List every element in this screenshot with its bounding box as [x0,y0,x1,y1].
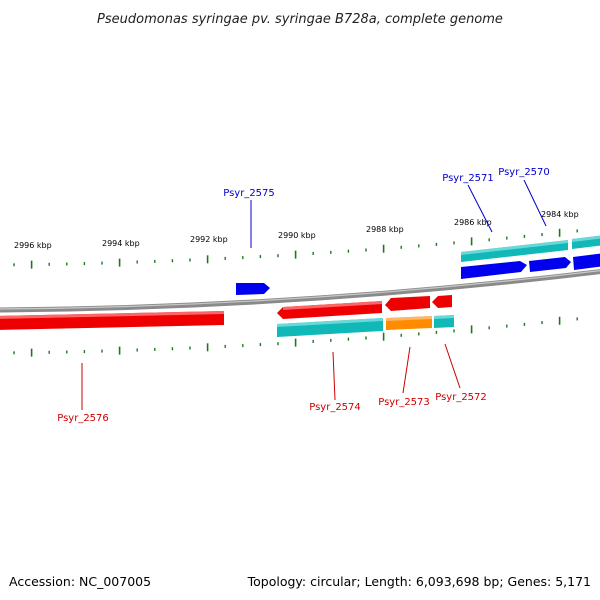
gene-label-psyr-2573[interactable]: Psyr_2573 [378,397,430,408]
gene-psyr-2572[interactable] [434,315,454,328]
tick-label: 2988 kbp [366,225,404,234]
tick-label: 2994 kbp [102,239,140,248]
gene-psyr-2572-arrow[interactable] [432,295,452,308]
gene-psyr-2575[interactable] [236,283,270,295]
label-leader-psyr-2571 [467,184,493,233]
genome-summary-text: Topology: circular; Length: 6,093,698 bp… [247,574,591,589]
gene-psyr-2576[interactable] [0,311,224,330]
gene-label-psyr-2574[interactable]: Psyr_2574 [309,402,361,413]
accession-text: Accession: NC_007005 [9,574,151,589]
map-title: Pseudomonas syringae pv. syringae B728a,… [97,12,503,27]
inner-tick-track [13,316,578,357]
gene-labels: Psyr_2575 Psyr_2571 Psyr_2570 Psyr_2576 … [57,167,550,424]
tick-label: 2986 kbp [454,218,492,227]
gene-label-psyr-2575[interactable]: Psyr_2575 [223,188,275,199]
gene-psyr-2574-cyan[interactable] [277,318,383,337]
gene-label-lines [81,179,547,410]
tick-label: 2990 kbp [278,231,316,240]
forward-genes [236,235,600,295]
label-leader-psyr-2573 [402,346,411,394]
gene-psyr-2571[interactable] [461,235,600,262]
gene-label-psyr-2571[interactable]: Psyr_2571 [442,173,494,184]
label-leader-psyr-2574 [332,351,336,401]
outer-tick-track [13,228,578,269]
gene-label-psyr-2576[interactable]: Psyr_2576 [57,413,109,424]
label-leader-psyr-2572 [444,343,461,389]
tick-label: 2992 kbp [190,235,228,244]
tick-labels: 2996 kbp 2994 kbp 2992 kbp 2990 kbp 2988… [14,210,579,250]
gene-label-psyr-2570[interactable]: Psyr_2570 [498,167,550,178]
gene-psyr-2573[interactable] [386,316,432,330]
gene-psyr-2574[interactable] [277,301,382,319]
genome-backbone-highlight [0,269,600,310]
tick-label: 2984 kbp [541,210,579,219]
gene-psyr-2570[interactable] [461,253,600,279]
reverse-genes [0,295,454,337]
gene-label-psyr-2572[interactable]: Psyr_2572 [435,392,487,403]
tick-label: 2996 kbp [14,241,52,250]
genome-backbone [0,269,600,313]
label-leader-psyr-2570 [523,179,547,227]
gene-psyr-2573-arrow[interactable] [385,296,430,311]
